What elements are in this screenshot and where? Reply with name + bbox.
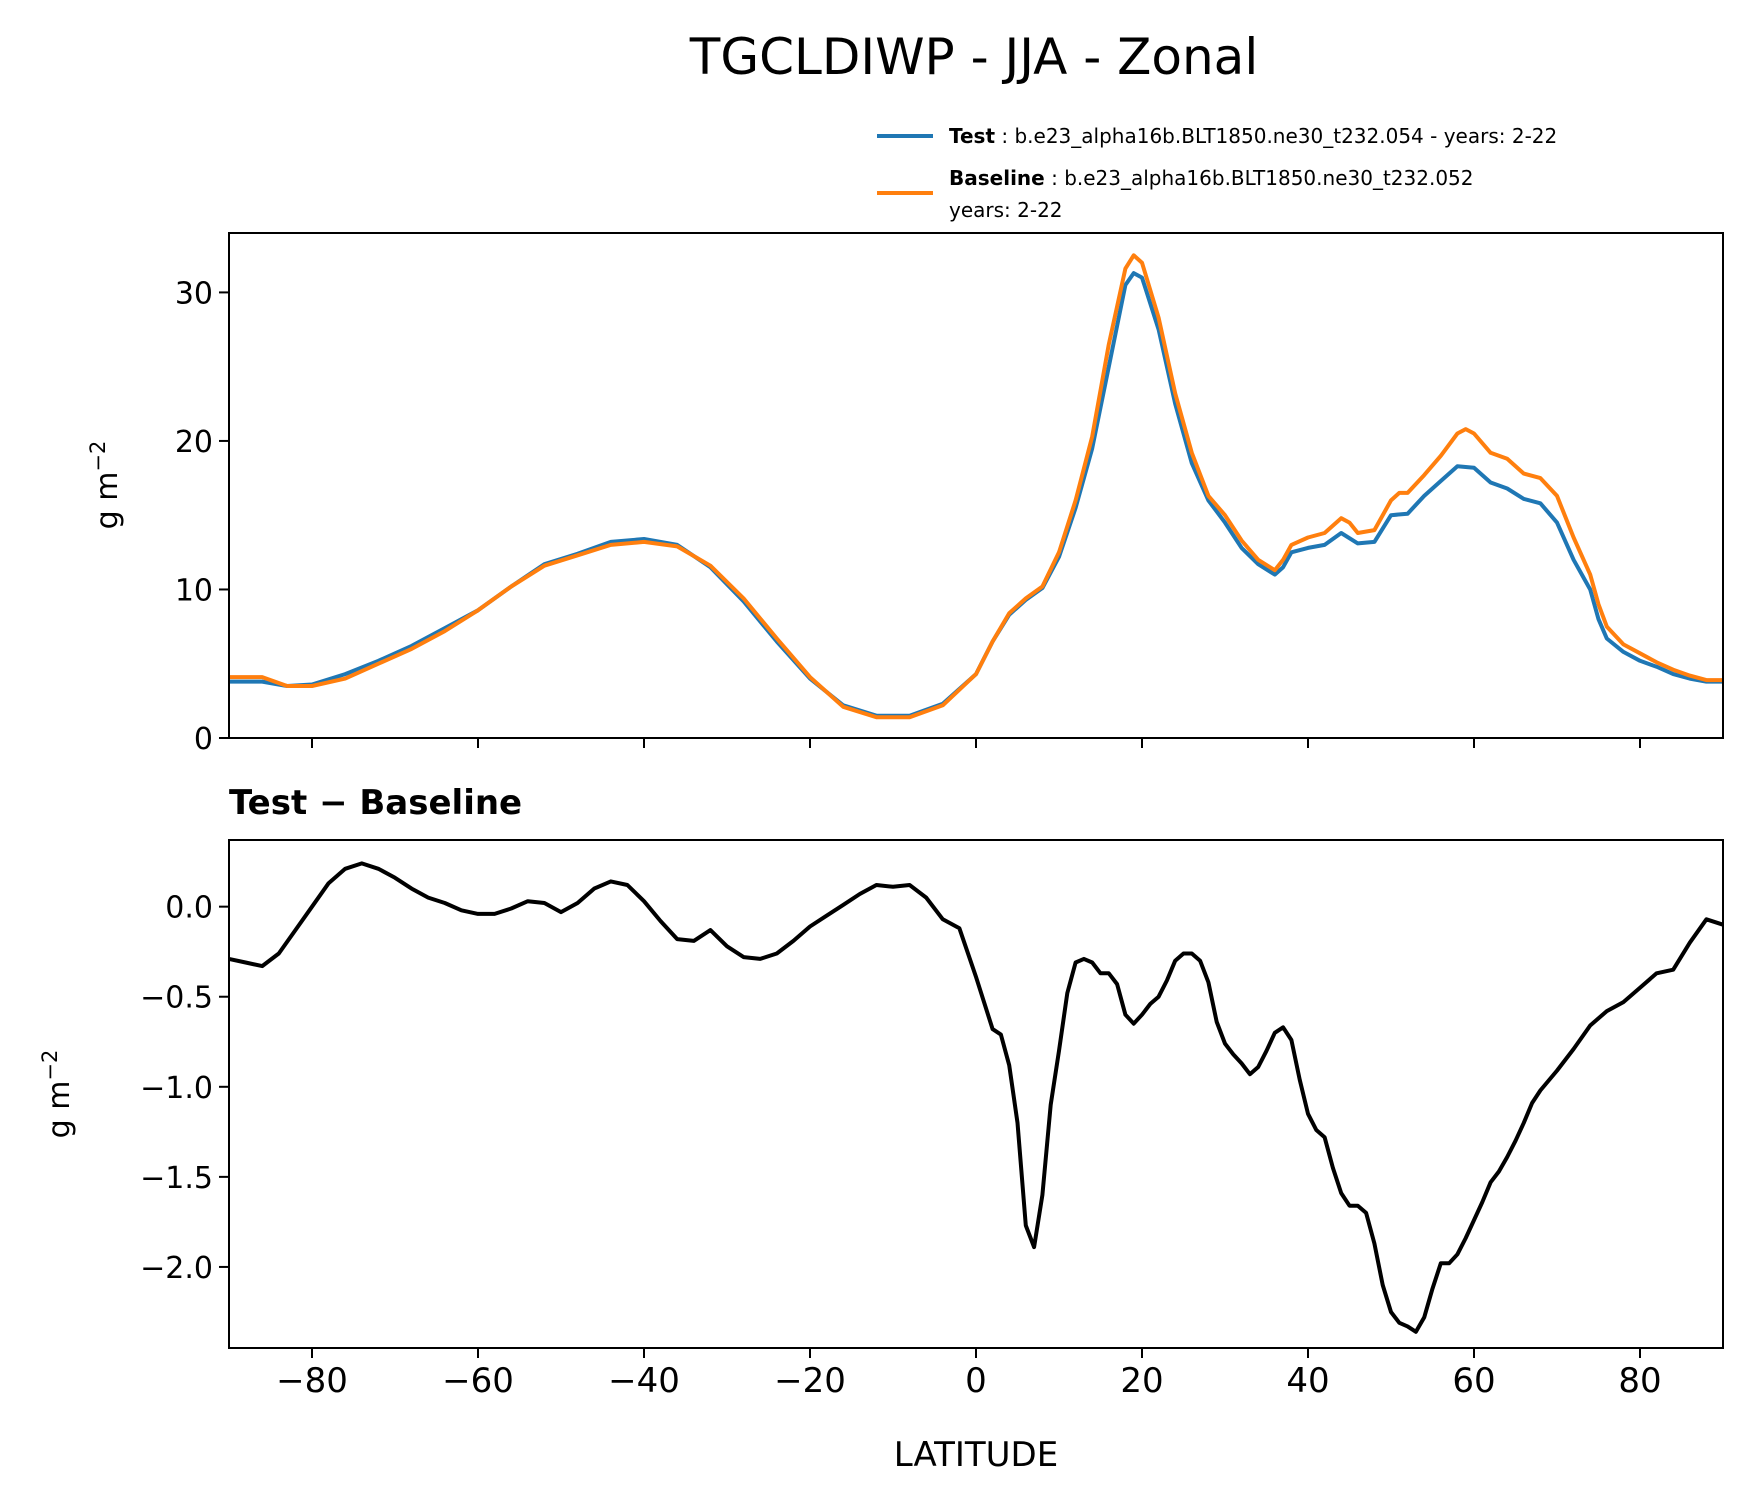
- top-x-ticks: [311, 738, 1641, 748]
- y-tick-label: −1.0: [140, 1071, 213, 1106]
- y-tick-label: 10: [175, 573, 213, 608]
- x-tick-label: −20: [774, 1361, 846, 1401]
- figure-title: TGCLDIWP - JJA - Zonal: [689, 28, 1258, 86]
- svg-text:Baseline : b.e23_alpha16b.BLT1: Baseline : b.e23_alpha16b.BLT1850.ne30_t…: [949, 166, 1474, 190]
- x-tick-label: −40: [608, 1361, 680, 1401]
- legend-text-baseline-line2: years: 2-22: [949, 198, 1063, 222]
- top-y-axis-label: g m−2: [86, 441, 125, 530]
- legend-text-baseline: b.e23_alpha16b.BLT1850.ne30_t232.052: [1064, 166, 1473, 190]
- series-line-test: [229, 271, 1723, 718]
- top-y-ticks: 0 10 20 30: [175, 276, 229, 757]
- y-tick-label: −1.5: [140, 1161, 213, 1196]
- svg-text:Test : b.e23_alpha16b.BLT1850.: Test : b.e23_alpha16b.BLT1850.ne30_t232.…: [949, 124, 1557, 148]
- x-tick-label: 60: [1452, 1361, 1495, 1401]
- y-tick-label: 0.0: [165, 891, 213, 926]
- bottom-y-label-exponent: −2: [38, 1050, 62, 1081]
- x-tick-label: 40: [1286, 1361, 1329, 1401]
- x-tick-label: −60: [442, 1361, 514, 1401]
- top-panel: 0 10 20 30 g m−2: [86, 232, 1724, 757]
- bottom-panel-title: Test − Baseline: [229, 783, 522, 823]
- y-tick-label: −0.5: [140, 981, 213, 1016]
- y-tick-label: 20: [175, 425, 213, 460]
- y-tick-label: −2.0: [140, 1251, 213, 1286]
- x-axis-label: LATITUDE: [894, 1435, 1058, 1475]
- series-line-test-baseline: [228, 861, 1724, 1334]
- bottom-axes-frame: [228, 839, 1724, 1349]
- y-tick-label: 30: [175, 276, 213, 311]
- series-line-baseline: [229, 253, 1723, 720]
- bottom-x-ticks: −80 −60 −40 −20 0 20 40 60 80: [276, 1348, 1662, 1401]
- legend-sep-test: :: [995, 124, 1014, 148]
- legend-text-test: b.e23_alpha16b.BLT1850.ne30_t232.054 - y…: [1014, 124, 1557, 148]
- x-tick-label: 20: [1120, 1361, 1163, 1401]
- x-tick-label: 0: [965, 1361, 987, 1401]
- top-y-label-exponent: −2: [86, 441, 110, 472]
- bottom-y-label-text: g m: [42, 1081, 77, 1139]
- bottom-y-ticks: 0.0 −0.5 −1.0 −1.5 −2.0: [140, 891, 229, 1286]
- legend: Test : b.e23_alpha16b.BLT1850.ne30_t232.…: [877, 124, 1557, 222]
- bottom-y-axis-label: g m−2: [38, 1050, 77, 1139]
- legend-key-baseline: Baseline: [949, 166, 1045, 190]
- legend-key-test: Test: [949, 124, 995, 148]
- top-axes-frame: [228, 232, 1724, 739]
- y-tick-label: 0: [194, 722, 213, 757]
- top-series: [229, 253, 1723, 720]
- legend-sep-baseline: :: [1045, 166, 1064, 190]
- legend-entry-baseline: Baseline : b.e23_alpha16b.BLT1850.ne30_t…: [877, 166, 1474, 222]
- x-tick-label: −80: [276, 1361, 348, 1401]
- bottom-series: [228, 861, 1724, 1334]
- legend-entry-test: Test : b.e23_alpha16b.BLT1850.ne30_t232.…: [877, 124, 1557, 148]
- top-y-label-text: g m: [90, 472, 125, 530]
- bottom-panel: Test − Baseline 0.0−0.5−1.0−1.5−2.0 −80−…: [38, 783, 1724, 1475]
- x-tick-label: 80: [1618, 1361, 1661, 1401]
